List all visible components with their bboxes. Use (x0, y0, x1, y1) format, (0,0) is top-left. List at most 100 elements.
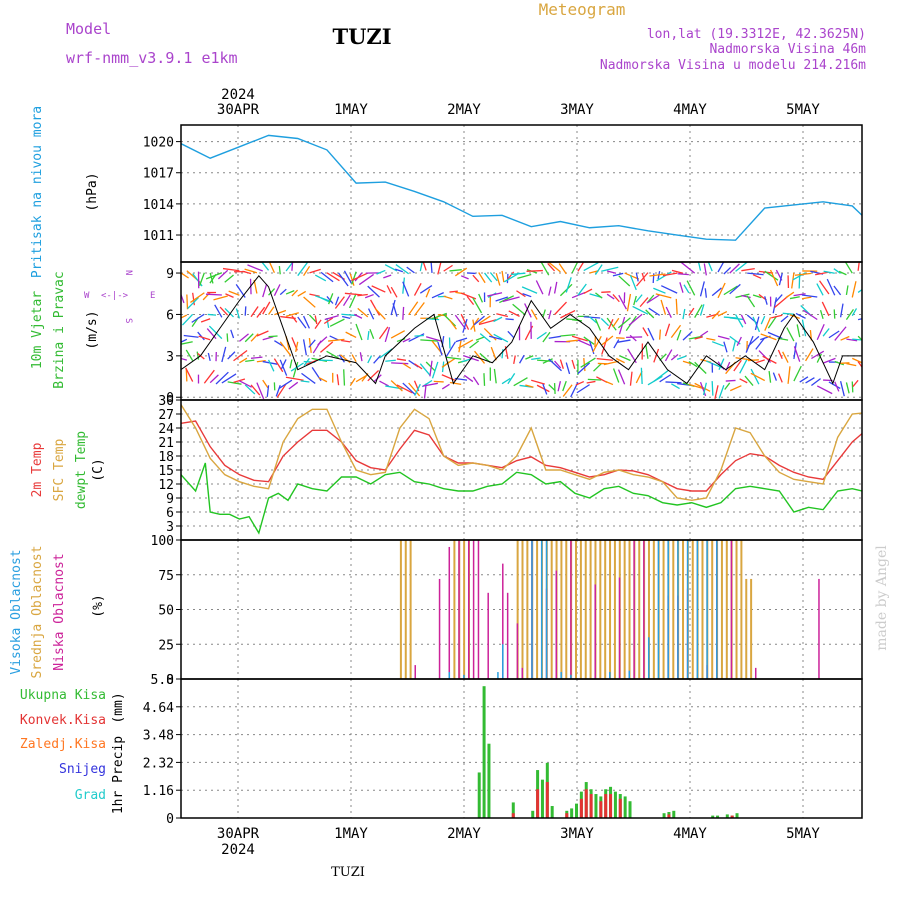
wind-arrow (852, 379, 859, 387)
wind-arrow (291, 315, 298, 323)
wind-arrow (601, 337, 608, 355)
wind-arrow (475, 336, 485, 341)
wind-arrow (688, 335, 703, 340)
wind-arrow (285, 262, 294, 272)
wind-arrow (764, 317, 772, 331)
wind-arrow (510, 272, 526, 276)
wind-arrow (224, 308, 234, 318)
wind-arrow (327, 293, 334, 305)
panel-frame (180, 678, 863, 819)
wind-arrow (367, 330, 370, 340)
wind-arrow (191, 313, 205, 323)
precip-bar (711, 815, 715, 818)
meteogram-title: Meteogram (539, 0, 626, 19)
wind-arrow (683, 284, 690, 294)
cloud-bar (662, 540, 665, 679)
xtick-top-label: 5MAY (786, 102, 820, 118)
wind-arrow (653, 287, 666, 294)
wind-arrow (181, 272, 189, 279)
wind-arrow (378, 326, 389, 340)
cloud-bar (628, 670, 631, 679)
wind-arrow (502, 296, 520, 303)
cloud-bar (463, 540, 466, 679)
wind-arrow (629, 371, 633, 386)
wind-arrow (652, 273, 655, 284)
wind-arrow (291, 289, 299, 297)
wind-arrow (844, 262, 853, 274)
wind-arrow (826, 278, 836, 296)
temp-unit: (C) (91, 458, 106, 481)
wind-arrow (496, 313, 509, 318)
wind-arrow (472, 376, 480, 386)
wind-arrow (594, 335, 597, 348)
wind-arrow (367, 370, 380, 382)
wind-arrow (206, 328, 217, 340)
wind-arrow (688, 360, 698, 368)
wind-arrow (517, 273, 532, 279)
wind-arrow (460, 313, 470, 330)
wind-arrow (547, 262, 556, 272)
wind-arrow (840, 335, 850, 341)
xtick-top-label: 3MAY (560, 102, 594, 118)
cloud-bar (657, 540, 660, 679)
wind-arrow (338, 354, 345, 363)
ytick-label: 50 (158, 604, 174, 619)
wind-arrow (419, 285, 433, 294)
wind-arrow (658, 329, 662, 340)
wind-arrow (805, 348, 814, 362)
wind-arrow (342, 294, 351, 307)
wind-arrow (329, 318, 345, 327)
wind-arrow (262, 301, 271, 315)
wind-arrow (542, 331, 551, 343)
wind-arrow (384, 264, 398, 272)
wind-arrow (640, 367, 643, 385)
wind-arrow (478, 293, 484, 303)
wind-arrow (834, 360, 845, 366)
wind-arrow (396, 384, 413, 394)
ytick-label: 100 (151, 534, 174, 549)
xtick-bottom-label: 1MAY (334, 826, 368, 842)
wind-arrow (181, 380, 182, 382)
wind-arrow (576, 384, 590, 394)
wind-arrow (198, 335, 211, 341)
wind-arrow (803, 309, 818, 321)
wind-arrow (839, 303, 844, 318)
wind-arrow (714, 385, 719, 399)
wind-arrow (857, 318, 862, 321)
wind-arrow (583, 262, 599, 272)
cloud-bar (575, 540, 578, 679)
cloud-bar (463, 674, 465, 679)
wind-arrow (739, 378, 748, 384)
precip-bar (599, 801, 603, 818)
wind-arrow (811, 350, 825, 360)
xtick-bottom-label: 4MAY (673, 826, 707, 842)
wind-arrow (385, 359, 396, 362)
wind-arrow (618, 275, 631, 287)
wind-arrow (647, 294, 655, 303)
wind-arrow (357, 307, 369, 318)
cloud-mid-ylabel: Srednja Oblacnost (30, 545, 45, 678)
grid-panel-4 (181, 679, 862, 818)
wind-arrow (508, 310, 520, 317)
wind-arrow (535, 280, 544, 295)
precip-bar (623, 796, 627, 818)
cloud-bar (720, 540, 723, 679)
wind-arrow (605, 380, 614, 386)
precip-bar (565, 813, 569, 818)
wind-arrow (478, 272, 486, 284)
wind-arrow (256, 382, 265, 400)
wind-arrow (200, 318, 211, 323)
wind-arrow (323, 317, 334, 325)
wind-arrow (851, 308, 858, 317)
wind-arrow (355, 323, 363, 341)
pressure-ylabel: Pritisak na nivou mora (30, 106, 45, 278)
wind-arrow (285, 376, 304, 381)
wind-arrow (338, 272, 349, 287)
wind-arrow (595, 292, 603, 299)
legend-conv-rain: Konvek.Kisa (20, 713, 106, 728)
wind-arrow (531, 379, 545, 385)
wind-arrow (525, 384, 534, 388)
wind-arrow (680, 262, 696, 274)
wind-arrow (446, 356, 462, 360)
cloud-bar (628, 540, 631, 679)
